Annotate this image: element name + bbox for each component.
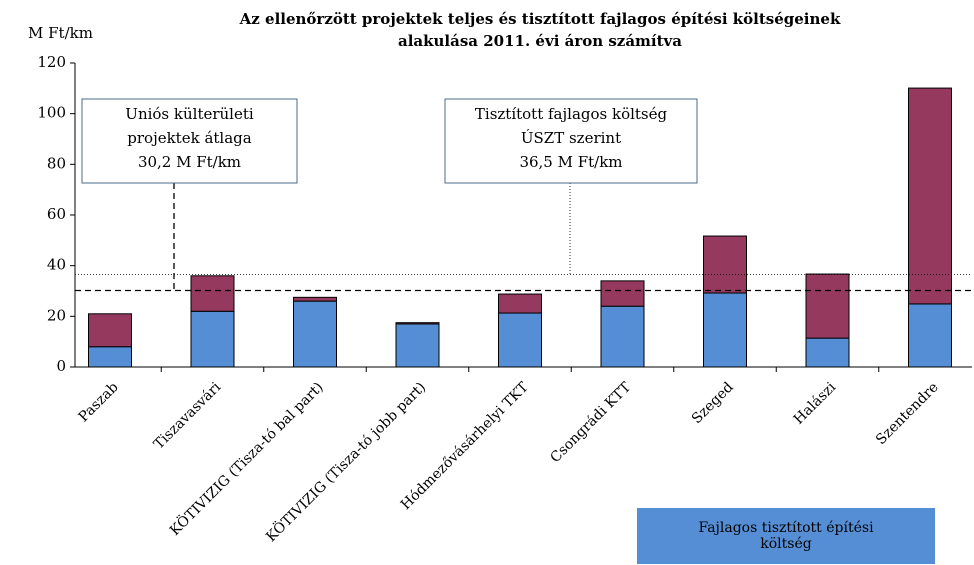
bar-segment [908,303,952,368]
y-tick-label: 80 [47,154,66,172]
bar-segment [805,273,850,339]
x-tick-label: Csongrádi KTT [547,379,634,466]
x-tick-label: Szentendre [873,379,942,448]
bar-segment [88,346,132,368]
annotation-text: ÚSZT szerint [521,129,621,147]
y-tick-label: 120 [37,53,66,71]
y-tick-label: 40 [47,256,66,274]
annotation-text: 30,2 M Ft/km [138,153,241,171]
bar-segment [395,323,440,368]
bar-segment [498,312,542,368]
chart-title: alakulása 2011. évi áron számítva [398,32,682,50]
bar-segment [600,280,645,307]
bar-segment [190,275,235,312]
y-axis-label: M Ft/km [28,24,93,42]
annotation-box [444,98,698,184]
y-tick-label: 0 [56,357,66,375]
annotation-text: Uniós külterületi [125,105,254,123]
bar-segment [190,310,235,368]
x-tick-label: KÖTIVIZIG (Tisza-tó jobb part) [262,378,429,545]
bar-segment [498,293,542,314]
y-tick-label: 100 [37,104,66,122]
bar-segment [805,337,850,368]
x-tick-label: Halászi [791,379,840,428]
y-tick-label: 60 [47,205,66,223]
bar-segment [293,300,337,368]
chart-title: Az ellenőrzött projektek teljes és tiszt… [239,10,841,28]
annotation-text: Tisztított fajlagos költség [475,105,668,123]
bar-segment [293,296,337,302]
y-tick-label: 20 [47,306,66,324]
bar-segment [600,305,645,368]
annotation-text: projektek átlaga [127,129,251,147]
legend-entry: Fajlagos tisztított építési költség [637,508,935,564]
x-tick-label: Tiszavasvári [151,379,225,453]
bar-segment [395,322,440,325]
bar-segment [703,235,747,294]
annotation-box [81,98,298,184]
x-tick-label: Szeged [689,379,737,427]
bar-segment [88,313,132,348]
annotation-text: 36,5 M Ft/km [519,153,622,171]
x-tick-label: Paszab [76,379,122,425]
bar-segment [703,292,747,368]
bar-segment [908,87,952,305]
